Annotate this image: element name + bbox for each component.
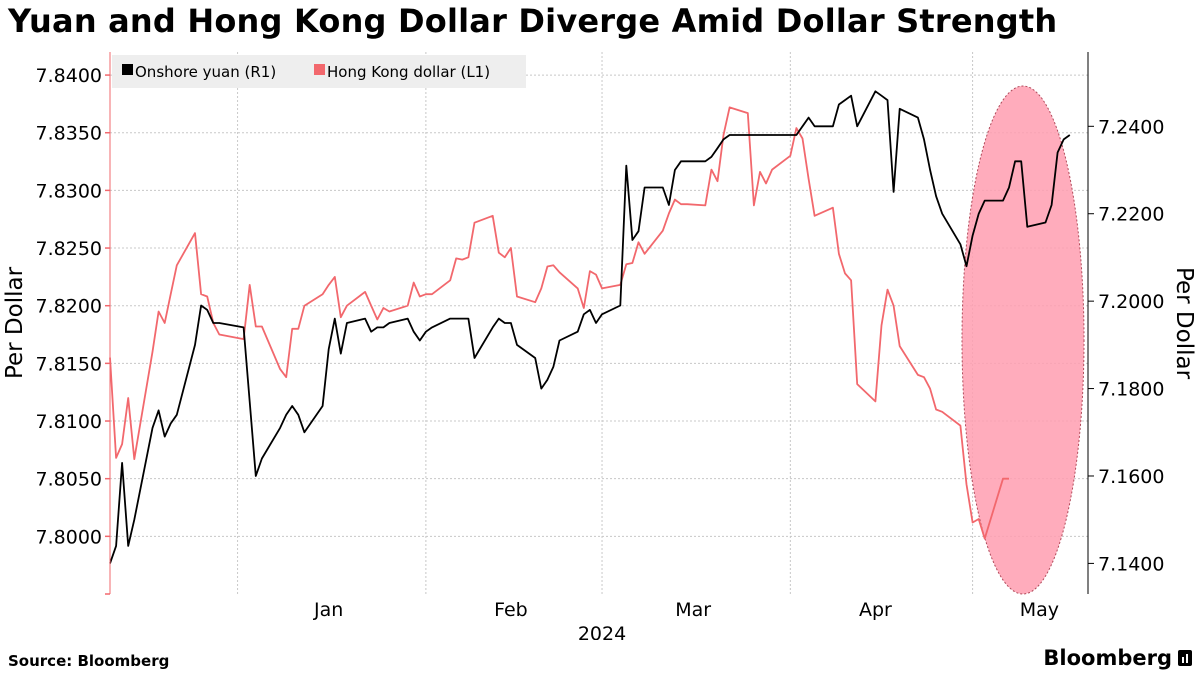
left-tick-label: 7.8050	[36, 469, 102, 491]
x-tick-label: Jan	[313, 599, 343, 621]
right-axis: 7.1400 7.1600 7.1800 7.2000 7.2200 7.2400	[1087, 52, 1164, 594]
left-tick-label: 7.8400	[36, 65, 102, 87]
left-tick-label: 7.8100	[36, 411, 102, 433]
series-line-onshore-yuan	[109, 90, 1071, 564]
source-note: Source: Bloomberg	[8, 652, 170, 670]
x-axis: 2024 Jan Feb Mar Apr May	[313, 599, 1059, 640]
highlight-ellipse	[961, 85, 1085, 595]
right-tick-label: 7.1600	[1098, 466, 1164, 488]
x-tick-label: Mar	[675, 599, 711, 621]
right-tick-label: 7.1400	[1098, 553, 1164, 575]
brand-logo: Bloomberg	[1043, 646, 1192, 670]
chart-title: Yuan and Hong Kong Dollar Diverge Amid D…	[8, 2, 1058, 40]
line-chart: 7.8000 7.8050 7.8100 7.8150 7.8200 7.8250 7.83…	[2, 52, 1197, 640]
right-axis-title: Per Dollar	[1171, 267, 1197, 380]
left-tick-label: 7.8350	[36, 123, 102, 145]
right-tick-label: 7.1800	[1098, 379, 1164, 401]
left-axis: 7.8000 7.8050 7.8100 7.8150 7.8200 7.8250 7.83…	[36, 52, 111, 595]
highlight-region	[961, 85, 1085, 595]
right-tick-label: 7.2000	[1098, 291, 1164, 313]
legend-swatch-hong-kong-dollar	[314, 64, 325, 75]
grid	[110, 52, 1088, 594]
legend-label-onshore-yuan: Onshore yuan (R1)	[135, 63, 276, 81]
left-tick-label: 7.8000	[36, 526, 102, 548]
legend: Onshore yuan (R1) Hong Kong dollar (L1)	[112, 55, 526, 88]
brand-chart-icon	[1178, 650, 1192, 666]
series-group	[109, 90, 1071, 564]
right-tick-label: 7.2400	[1098, 116, 1164, 138]
brand-name: Bloomberg	[1043, 646, 1172, 670]
left-tick-label: 7.8200	[36, 296, 102, 318]
x-year-label: 2024	[578, 623, 626, 640]
x-tick-label: Feb	[494, 599, 528, 621]
legend-label-hong-kong-dollar: Hong Kong dollar (L1)	[327, 63, 490, 81]
x-tick-label: May	[1020, 599, 1059, 621]
left-tick-label: 7.8300	[36, 180, 102, 202]
series-line-hong-kong-dollar	[109, 106, 1009, 540]
legend-swatch-onshore-yuan	[122, 64, 133, 75]
left-tick-label: 7.8150	[36, 353, 102, 375]
right-tick-label: 7.2200	[1098, 204, 1164, 226]
x-tick-label: Apr	[859, 599, 892, 621]
left-tick-label: 7.8250	[36, 238, 102, 260]
left-axis-title: Per Dollar	[2, 266, 28, 379]
